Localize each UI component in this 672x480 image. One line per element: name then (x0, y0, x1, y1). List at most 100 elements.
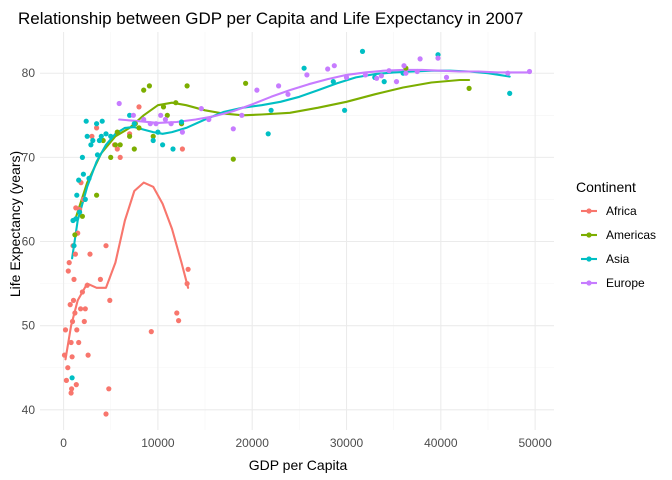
point-asia (381, 79, 387, 85)
point-asia (127, 112, 133, 118)
point-europe (393, 79, 400, 85)
point-asia (96, 137, 102, 144)
point-europe (325, 66, 331, 72)
point-africa (174, 310, 180, 316)
point-africa (71, 276, 77, 282)
legend-title: Continent (576, 179, 636, 195)
point-asia (268, 107, 274, 113)
point-africa (84, 282, 90, 288)
point-europe (198, 106, 204, 112)
point-europe (276, 83, 282, 89)
point-africa (74, 327, 80, 333)
point-europe (378, 73, 384, 79)
point-europe (147, 121, 153, 127)
point-europe (386, 68, 392, 74)
point-europe (116, 100, 122, 107)
point-asia (86, 175, 92, 181)
point-asia (99, 118, 105, 124)
point-africa (107, 297, 113, 303)
point-americas (79, 213, 85, 219)
point-africa (62, 327, 69, 333)
point-americas (72, 232, 78, 238)
point-asia (330, 79, 336, 85)
point-asia (98, 133, 104, 139)
point-europe (285, 91, 291, 97)
point-europe (158, 112, 164, 118)
point-asia (82, 196, 88, 202)
point-europe (505, 70, 511, 76)
point-africa (179, 146, 185, 152)
point-americas (136, 125, 142, 131)
point-africa (184, 281, 190, 287)
point-europe (374, 75, 380, 81)
point-africa (69, 354, 75, 360)
point-asia (108, 133, 114, 139)
point-asia (80, 171, 86, 177)
point-asia (155, 129, 161, 135)
point-asia (301, 65, 307, 71)
point-africa (185, 266, 191, 272)
point-africa (97, 276, 103, 282)
point-americas (112, 142, 118, 148)
x-tick-label: 50000 (518, 436, 552, 450)
point-americas (146, 83, 152, 89)
point-europe (443, 74, 450, 80)
point-africa (148, 329, 154, 335)
point-africa (94, 125, 100, 131)
point-africa (106, 386, 112, 392)
point-asia (131, 121, 137, 127)
point-africa (68, 390, 74, 396)
point-americas (108, 154, 114, 160)
point-americas (114, 129, 120, 135)
point-europe (179, 129, 185, 135)
point-africa (103, 243, 109, 249)
point-africa (87, 251, 93, 257)
point-africa (103, 411, 109, 417)
point-asia (71, 243, 77, 249)
point-europe (168, 121, 174, 127)
point-africa (66, 260, 72, 266)
point-americas (141, 87, 147, 93)
point-europe (304, 72, 310, 78)
point-africa (61, 352, 68, 358)
y-axis-ticks: 40 50 60 70 80 (22, 66, 36, 417)
point-asia (150, 137, 156, 144)
point-africa (72, 310, 78, 316)
legend: Continent Africa Americas Asia Europe (576, 179, 656, 290)
y-tick-label: 50 (22, 319, 36, 333)
point-asia (73, 216, 79, 222)
point-europe (331, 63, 337, 69)
point-africa (72, 251, 78, 257)
point-africa (114, 146, 120, 152)
legend-label-europe: Europe (606, 276, 645, 290)
data-points (61, 48, 533, 417)
trend-line-africa (64, 181, 190, 361)
trend-lines (64, 68, 531, 361)
legend-label-africa: Africa (606, 204, 637, 218)
point-asia (170, 146, 176, 152)
point-africa (69, 318, 76, 325)
legend-key-point-europe (586, 280, 592, 286)
point-africa (117, 154, 123, 160)
point-africa (89, 133, 95, 139)
point-americas (94, 192, 100, 198)
point-africa (73, 382, 79, 388)
y-tick-label: 70 (22, 150, 36, 164)
point-americas (466, 85, 472, 91)
x-axis-title: GDP per Capita (249, 457, 348, 473)
point-americas (230, 156, 236, 162)
point-africa (136, 104, 142, 110)
point-africa (68, 339, 74, 346)
point-asia (359, 48, 366, 55)
point-africa (76, 339, 82, 346)
point-africa (79, 289, 85, 295)
point-asia (507, 90, 513, 96)
point-africa (78, 306, 84, 312)
x-axis-ticks: 0 10000 20000 30000 40000 50000 (60, 436, 552, 450)
legend-key-point-africa (586, 208, 592, 214)
point-europe (362, 72, 368, 78)
point-europe (153, 121, 159, 127)
trend-line-asia (71, 69, 511, 260)
point-asia (76, 177, 82, 183)
point-africa (63, 377, 69, 383)
